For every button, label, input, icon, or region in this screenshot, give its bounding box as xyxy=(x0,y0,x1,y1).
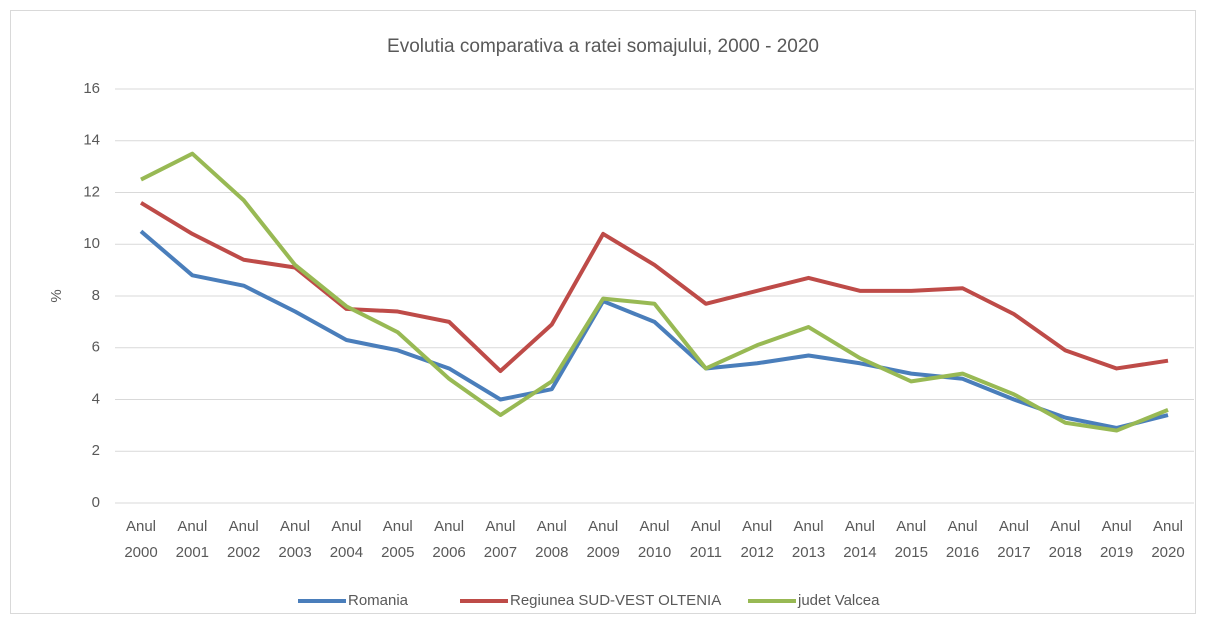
y-tick-label: 2 xyxy=(92,442,100,459)
x-tick-label: Anul 2015 xyxy=(895,518,928,561)
x-tick-label: Anul 2018 xyxy=(1049,518,1082,561)
x-tick-label: Anul 2011 xyxy=(690,518,722,561)
x-tick-label: Anul 2000 xyxy=(124,518,157,561)
y-tick-label: 14 xyxy=(83,132,100,149)
x-tick-label: Anul 2006 xyxy=(432,518,465,561)
x-tick-label: Anul 2007 xyxy=(484,518,517,561)
x-tick-label: Anul 2003 xyxy=(278,518,311,561)
chart-border xyxy=(10,10,1196,614)
line-series xyxy=(140,151,1169,433)
x-tick-label: Anul 2010 xyxy=(638,518,671,561)
x-tick-label: Anul 2013 xyxy=(792,518,825,561)
chart-title: Evolutia comparativa a ratei somajului, … xyxy=(387,36,819,57)
x-tick-label: Anul 2009 xyxy=(586,518,619,561)
legend-label: judet Valcea xyxy=(797,592,880,609)
x-tick-label: Anul 2014 xyxy=(843,518,876,561)
y-tick-label: 6 xyxy=(92,339,100,356)
y-tick-label: 10 xyxy=(83,235,100,252)
y-tick-label: 0 xyxy=(92,494,100,511)
x-tick-label: Anul 2019 xyxy=(1100,518,1133,561)
y-tick-label: 8 xyxy=(92,287,100,304)
x-tick-label: Anul 2008 xyxy=(535,518,568,561)
x-tick-label: Anul 2012 xyxy=(741,518,774,561)
y-tick-label: 16 xyxy=(83,80,100,97)
y-axis-label: % xyxy=(48,289,65,302)
y-tick-label: 4 xyxy=(92,390,100,407)
x-tick-label: Anul 2004 xyxy=(330,518,363,561)
legend-label: Regiunea SUD-VEST OLTENIA xyxy=(510,592,721,609)
x-tick-label: Anul 2020 xyxy=(1151,518,1184,561)
x-tick-label: Anul 2001 xyxy=(176,518,209,561)
legend-label: Romania xyxy=(348,592,409,609)
x-tick-label: Anul 2002 xyxy=(227,518,260,561)
y-tick-label: 12 xyxy=(83,183,100,200)
line-series xyxy=(139,229,1169,430)
x-tick-label: Anul 2017 xyxy=(997,518,1030,561)
x-tick-label: Anul 2005 xyxy=(381,518,414,561)
x-tick-label: Anul 2016 xyxy=(946,518,979,561)
line-series xyxy=(139,201,1169,374)
